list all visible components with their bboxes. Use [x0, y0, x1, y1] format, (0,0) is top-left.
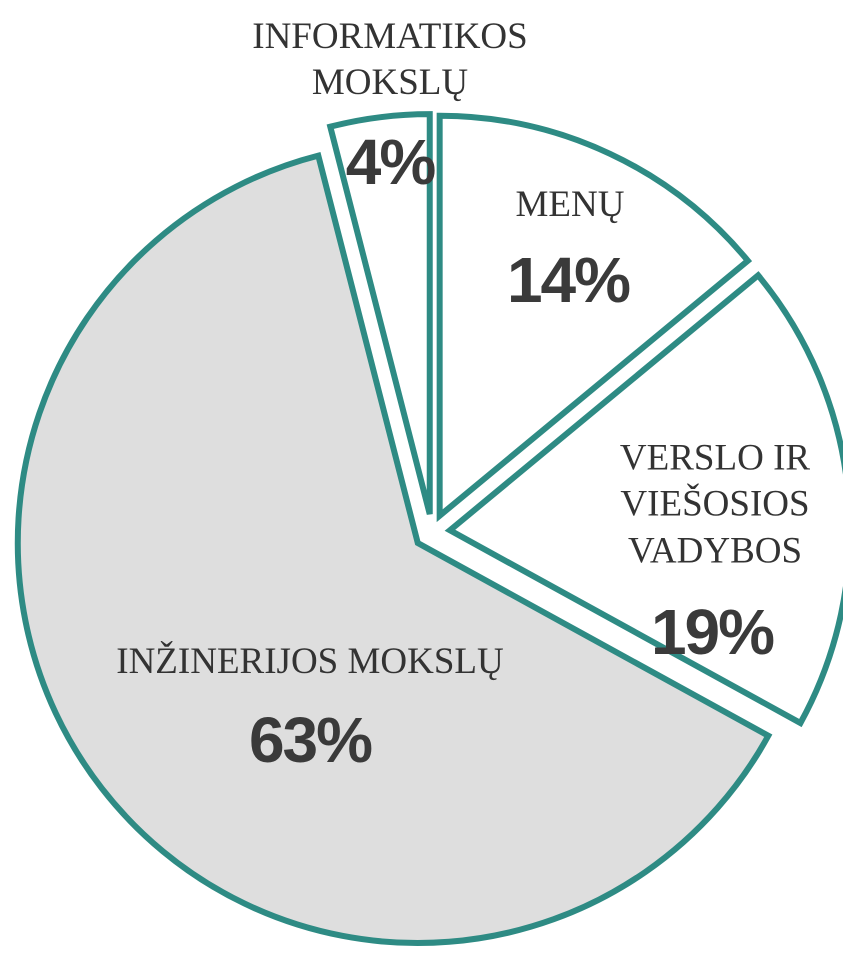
- slice-label: INŽINERIJOS MOKSLŲ: [116, 640, 504, 682]
- slice-label: INFORMATIKOS MOKSLŲ: [252, 15, 528, 103]
- value-label: 4%: [345, 126, 436, 198]
- pie-slice: [326, 111, 433, 515]
- pie-slice: [436, 112, 753, 523]
- value-label: 19%: [650, 596, 775, 668]
- slice-label: VERSLO IR VIEŠOSIOS VADYBOS: [619, 437, 811, 572]
- value-label: 63%: [248, 704, 373, 776]
- pie-slice: [444, 271, 843, 728]
- slice-label: MENŲ: [515, 183, 625, 225]
- pie-slice: [14, 151, 773, 947]
- value-label: 14%: [506, 244, 631, 316]
